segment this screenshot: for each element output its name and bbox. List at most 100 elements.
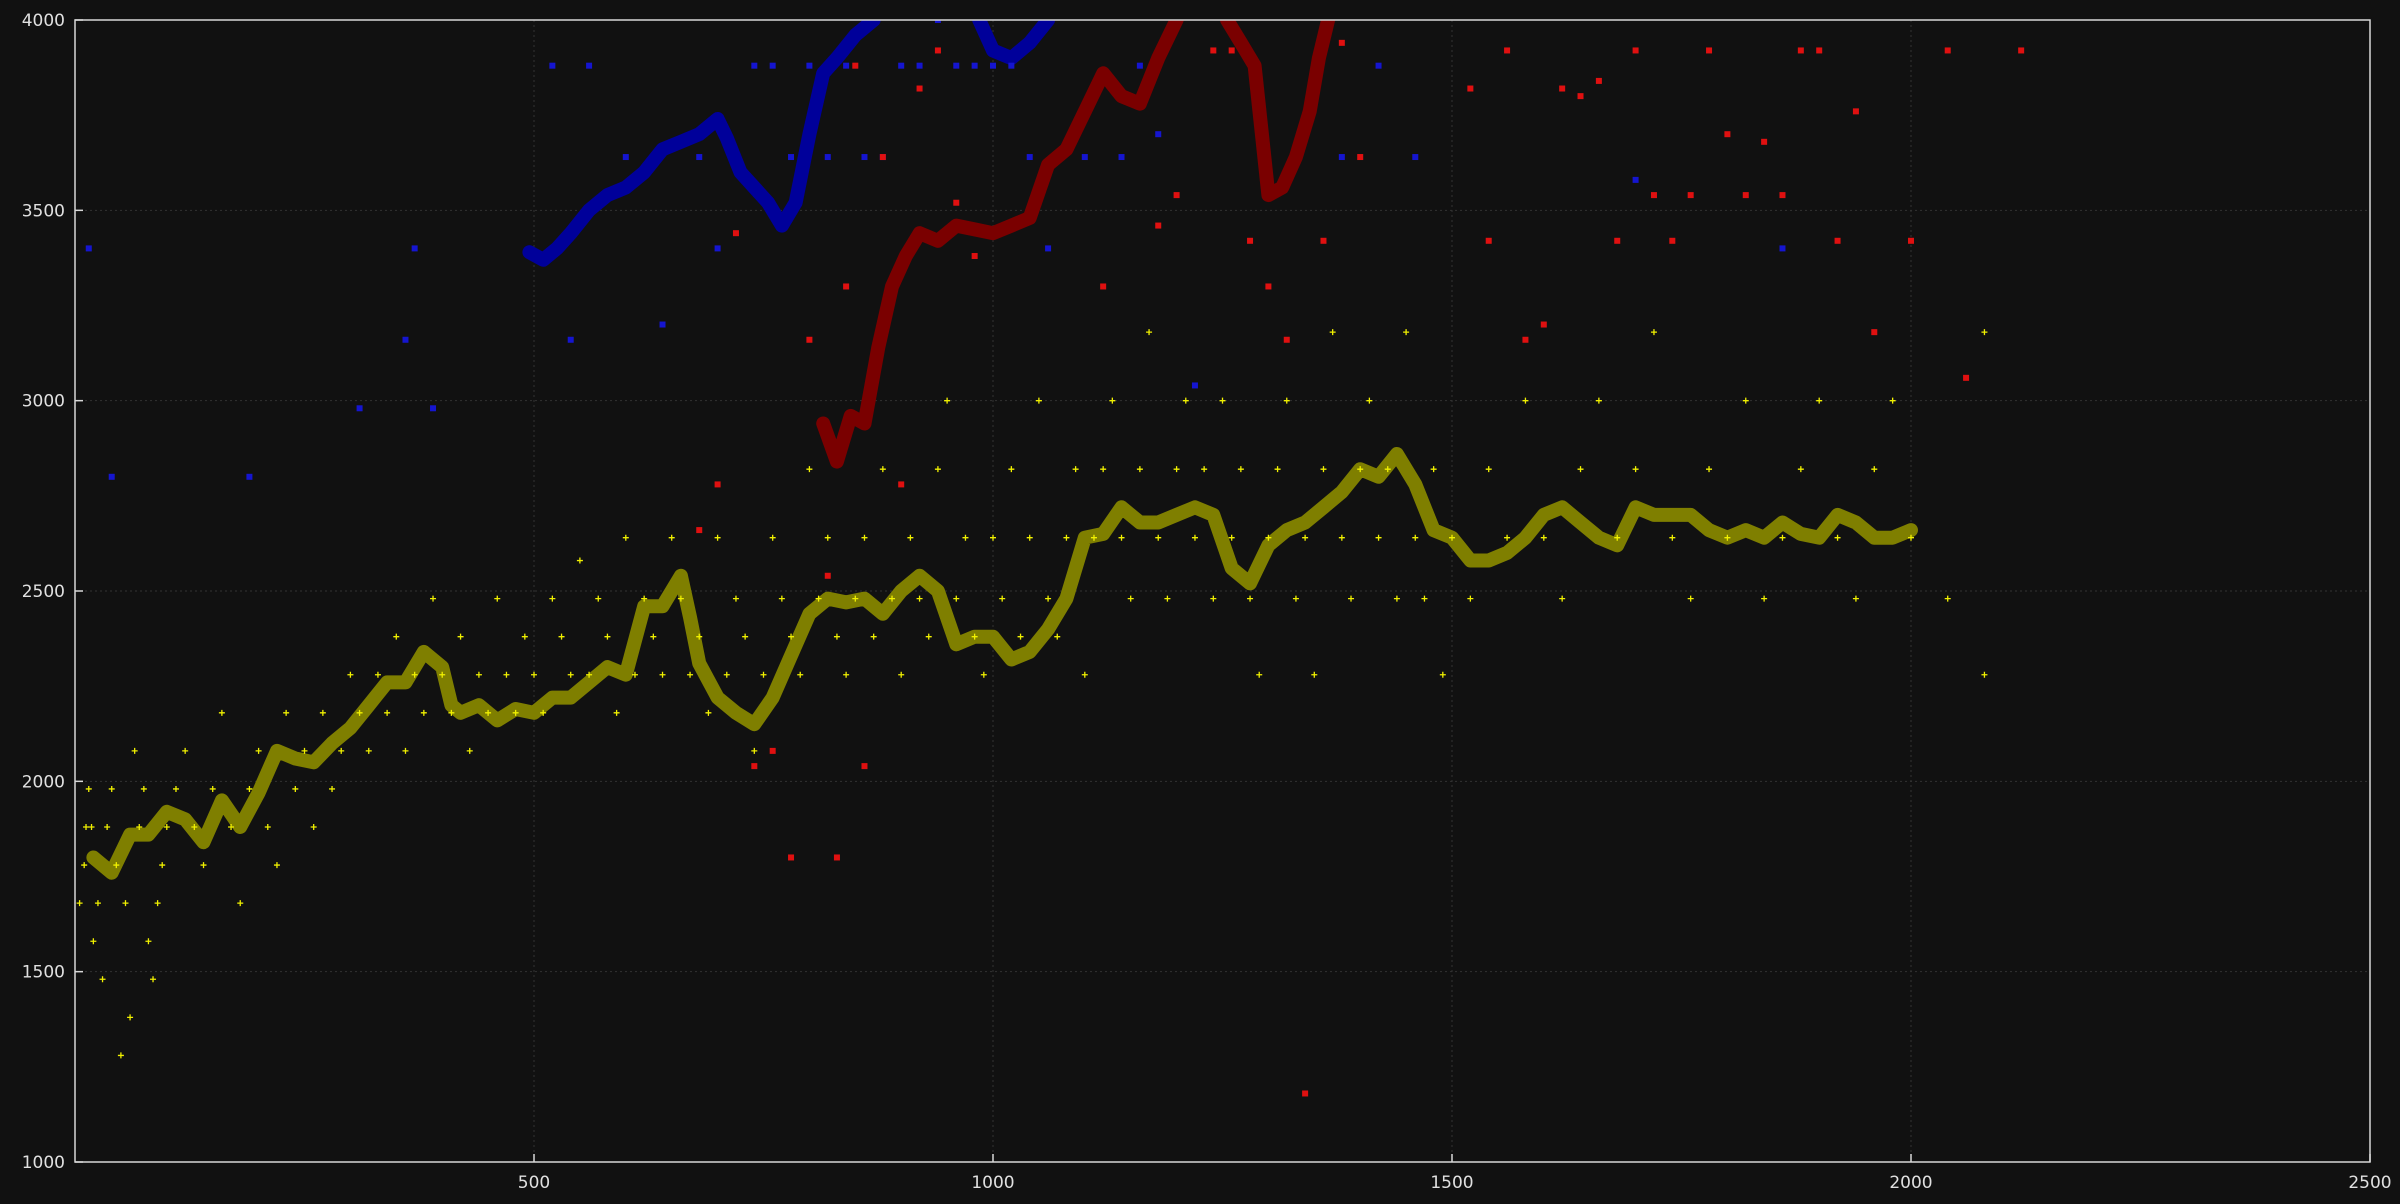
- red-point: [1963, 374, 1970, 381]
- yellow-point: [104, 824, 111, 831]
- x-tick-label: 2500: [2348, 1173, 2391, 1193]
- blue-point: [696, 154, 703, 161]
- yellow-point: [108, 785, 115, 792]
- x-tick-label: 500: [518, 1173, 550, 1193]
- yellow-point: [1017, 633, 1024, 640]
- yellow-point: [1439, 671, 1446, 678]
- yellow-point: [154, 900, 161, 907]
- yellow-point: [1201, 466, 1208, 473]
- yellow-point: [843, 671, 850, 678]
- yellow-point: [613, 709, 620, 716]
- yellow-point: [347, 671, 354, 678]
- yellow-point: [374, 671, 381, 678]
- yellow-point: [934, 466, 941, 473]
- yellow-point: [1687, 595, 1694, 602]
- yellow-point: [1118, 534, 1125, 541]
- yellow-point: [641, 595, 648, 602]
- red-point: [879, 154, 886, 161]
- y-tick-label: 1000: [22, 1153, 65, 1173]
- yellow-point: [150, 976, 157, 983]
- yellow-point: [83, 824, 90, 831]
- red-point: [1779, 192, 1786, 199]
- yellow-point: [457, 633, 464, 640]
- red-point: [1247, 237, 1254, 244]
- blue-point: [861, 154, 868, 161]
- blue-point: [769, 62, 776, 69]
- yellow-point: [140, 785, 147, 792]
- series-line-yellow_line: [86, 447, 1918, 880]
- blue-point: [402, 336, 409, 343]
- red-point: [1632, 47, 1639, 54]
- red-point: [1485, 237, 1492, 244]
- yellow-point: [1384, 466, 1391, 473]
- yellow-point: [833, 633, 840, 640]
- yellow-point: [1981, 671, 1988, 678]
- red-point: [1614, 237, 1621, 244]
- yellow-point: [319, 709, 326, 716]
- yellow-point: [1026, 534, 1033, 541]
- red-point: [1100, 283, 1107, 290]
- yellow-point: [273, 862, 280, 869]
- yellow-point: [1403, 329, 1410, 336]
- yellow-point: [228, 824, 235, 831]
- yellow-point: [384, 709, 391, 716]
- blue-point: [85, 245, 92, 252]
- blue-point: [1632, 176, 1639, 183]
- yellow-point: [806, 466, 813, 473]
- yellow-point: [1219, 397, 1226, 404]
- red-point: [1265, 283, 1272, 290]
- yellow-point: [292, 785, 299, 792]
- yellow-point: [595, 595, 602, 602]
- yellow-point: [980, 671, 987, 678]
- red-point: [824, 572, 831, 579]
- red-point: [971, 253, 978, 260]
- yellow-point: [1045, 595, 1052, 602]
- yellow-point: [531, 671, 537, 678]
- yellow-point: [209, 785, 216, 792]
- yellow-point: [732, 595, 739, 602]
- yellow-point: [870, 633, 877, 640]
- blue-point: [567, 336, 574, 343]
- blue-point: [1191, 382, 1198, 389]
- yellow-point: [815, 595, 822, 602]
- yellow-point: [127, 1014, 134, 1021]
- yellow-point: [1412, 534, 1419, 541]
- yellow-point: [1256, 671, 1263, 678]
- yellow-point: [1742, 397, 1749, 404]
- yellow-point: [1237, 466, 1244, 473]
- yellow-point: [659, 671, 666, 678]
- red-point: [806, 336, 813, 343]
- yellow-point: [1871, 466, 1878, 473]
- red-point: [1302, 1090, 1309, 1097]
- yellow-point: [329, 785, 336, 792]
- yellow-point: [1761, 595, 1768, 602]
- yellow-point: [1779, 534, 1786, 541]
- blue-point: [1045, 245, 1052, 252]
- blue-point: [916, 62, 923, 69]
- yellow-point: [1834, 534, 1841, 541]
- red-point: [861, 763, 868, 770]
- yellow-point: [439, 671, 446, 678]
- yellow-point: [1008, 466, 1015, 473]
- yellow-point: [723, 671, 730, 678]
- yellow-point: [88, 824, 95, 831]
- yellow-point: [122, 900, 129, 907]
- yellow-point: [705, 709, 712, 716]
- yellow-point: [163, 824, 170, 831]
- yellow-point: [1155, 534, 1162, 541]
- red-point: [1742, 192, 1749, 199]
- yellow-point: [145, 938, 152, 945]
- yellow-point: [696, 633, 703, 640]
- yellow-point: [1320, 466, 1327, 473]
- yellow-point: [760, 671, 767, 678]
- blue-point: [1026, 154, 1033, 161]
- yellow-point: [1577, 466, 1584, 473]
- red-point: [843, 283, 850, 290]
- blue-point: [586, 62, 593, 69]
- red-point: [953, 199, 960, 206]
- yellow-point: [402, 747, 409, 754]
- yellow-point: [159, 862, 166, 869]
- yellow-point: [1338, 534, 1345, 541]
- red-point: [714, 481, 721, 488]
- blue-point: [108, 473, 115, 480]
